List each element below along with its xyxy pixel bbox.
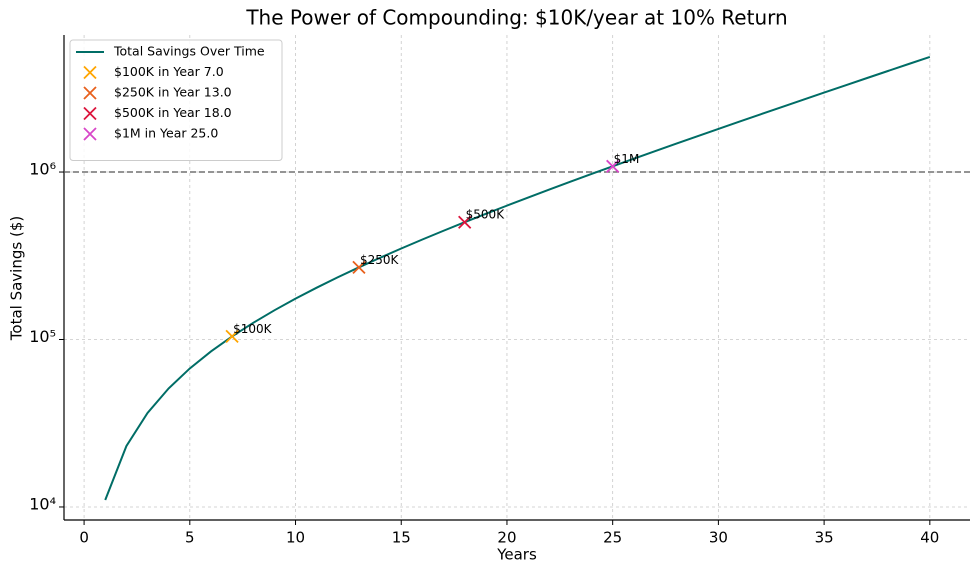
x-tick-label: 10 [286, 529, 305, 547]
annotation: $1M [614, 152, 640, 166]
marker [606, 159, 620, 173]
marker-cross [83, 127, 97, 141]
marker [225, 329, 239, 344]
marker-cross [352, 260, 366, 274]
legend-frame [69, 39, 283, 161]
marker [83, 106, 97, 121]
marker-cross [458, 215, 472, 229]
chart-title: The Power of Compounding: $10K/year at 1… [245, 6, 787, 30]
x-tick-label: 20 [497, 529, 516, 547]
x-tick-label: 0 [79, 529, 89, 547]
y-tick-label: 10⁴ [29, 494, 56, 513]
marker-cross [83, 65, 97, 80]
annotation: $100K [233, 322, 273, 336]
marker [83, 86, 97, 100]
marker [458, 215, 472, 229]
legend-label: Total Savings Over Time [113, 44, 265, 59]
marker-cross [83, 86, 97, 100]
y-tick-label: 10⁶ [29, 160, 56, 179]
x-tick-label: 35 [815, 529, 834, 547]
data-line [104, 55, 931, 501]
marker-cross [225, 329, 239, 344]
x-tick-label: 40 [920, 529, 939, 547]
x-axis-label: Years [496, 546, 537, 564]
y-axis-label: Total Savings ($) [8, 216, 26, 341]
y-tick-label: 10⁵ [29, 327, 56, 346]
x-tick-label: 25 [603, 529, 622, 547]
marker-cross [606, 159, 620, 173]
x-tick-label: 5 [185, 529, 195, 547]
annotation: $250K [360, 253, 400, 267]
legend-label: $250K in Year 13.0 [114, 85, 232, 100]
marker [83, 65, 97, 80]
marker [83, 127, 97, 141]
x-tick-label: 15 [392, 529, 411, 547]
legend: Total Savings Over Time $100K in Year 7.0… [69, 39, 283, 161]
legend-label: $500K in Year 18.0 [114, 105, 232, 120]
marker [352, 260, 366, 274]
legend-label: $1M in Year 25.0 [114, 126, 218, 141]
legend-label: $100K in Year 7.0 [114, 64, 224, 79]
annotation: $500K [466, 208, 506, 222]
marker-cross [83, 106, 97, 121]
x-tick-label: 30 [709, 529, 728, 547]
